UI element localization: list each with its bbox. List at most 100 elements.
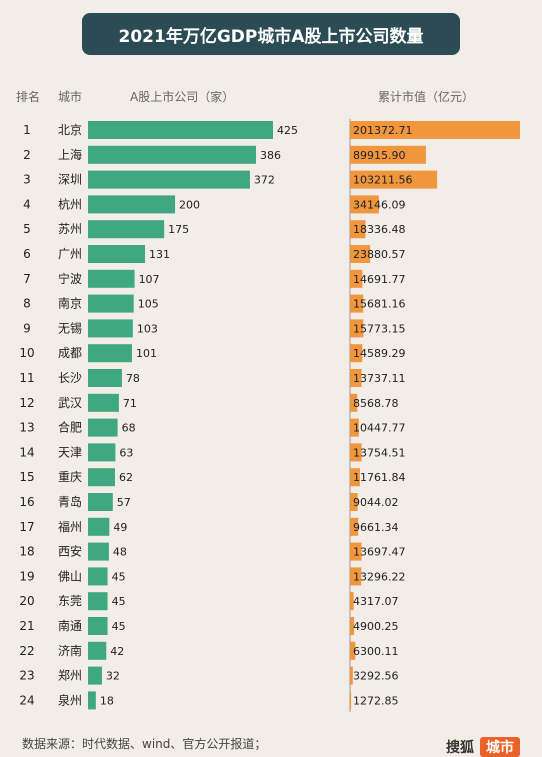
value-bar bbox=[350, 145, 426, 164]
city-label: 深圳 bbox=[58, 173, 82, 187]
value-bar bbox=[350, 369, 362, 387]
count-value-label: 45 bbox=[112, 620, 126, 633]
rank-label: 12 bbox=[19, 396, 34, 410]
logo-text: 搜狐 bbox=[446, 740, 474, 756]
count-bar bbox=[88, 170, 250, 189]
rank-label: 19 bbox=[19, 569, 34, 583]
count-bar bbox=[88, 369, 122, 387]
value-label: 6300.11 bbox=[353, 645, 399, 658]
rank-label: 16 bbox=[19, 495, 34, 509]
value-label: 13737.11 bbox=[353, 372, 406, 385]
count-bar bbox=[88, 666, 102, 685]
header-rank: 排名 bbox=[16, 90, 41, 104]
value-label: 18336.48 bbox=[353, 223, 406, 236]
count-value-label: 62 bbox=[119, 471, 133, 484]
value-bar bbox=[350, 617, 355, 635]
count-value-label: 18 bbox=[100, 694, 114, 707]
value-bar bbox=[350, 592, 354, 611]
city-label: 无锡 bbox=[58, 320, 82, 335]
value-bar bbox=[350, 393, 358, 412]
rank-label: 5 bbox=[23, 222, 31, 236]
city-label: 北京 bbox=[58, 123, 82, 137]
value-bar bbox=[350, 245, 371, 263]
count-value-label: 45 bbox=[112, 570, 126, 583]
count-bar bbox=[88, 691, 96, 710]
count-bar bbox=[88, 418, 118, 437]
value-bar bbox=[350, 195, 379, 214]
city-label: 南京 bbox=[58, 296, 82, 311]
rank-label: 24 bbox=[19, 693, 34, 707]
value-label: 14691.77 bbox=[353, 273, 406, 286]
city-label: 成都 bbox=[58, 346, 82, 360]
rank-label: 1 bbox=[23, 123, 31, 137]
rank-label: 23 bbox=[19, 669, 34, 683]
rank-label: 14 bbox=[19, 445, 34, 459]
rank-label: 15 bbox=[19, 470, 34, 484]
value-bar bbox=[350, 468, 360, 487]
count-bar bbox=[88, 319, 133, 338]
rank-label: 2 bbox=[23, 148, 31, 162]
rank-label: 7 bbox=[23, 272, 31, 286]
value-label: 34146.09 bbox=[353, 198, 406, 211]
count-value-label: 63 bbox=[119, 446, 133, 459]
value-label: 23880.57 bbox=[353, 248, 406, 261]
city-label: 长沙 bbox=[58, 371, 82, 385]
rank-label: 9 bbox=[23, 321, 31, 335]
city-label: 东莞 bbox=[58, 594, 82, 608]
value-bar bbox=[350, 443, 362, 462]
count-bar bbox=[88, 641, 107, 660]
rank-label: 13 bbox=[19, 421, 34, 435]
city-label: 西安 bbox=[58, 544, 82, 559]
value-label: 13697.47 bbox=[353, 546, 406, 559]
count-bar bbox=[88, 245, 146, 263]
rank-label: 18 bbox=[19, 545, 34, 559]
count-bar bbox=[88, 542, 109, 561]
chart-title: 2021年万亿GDP城市A股上市公司数量 bbox=[82, 13, 460, 55]
count-bar bbox=[88, 220, 165, 239]
count-bar bbox=[88, 121, 273, 139]
value-label: 4317.07 bbox=[353, 595, 399, 608]
rank-label: 10 bbox=[19, 346, 34, 360]
count-value-label: 425 bbox=[277, 124, 298, 137]
value-label: 89915.90 bbox=[353, 149, 406, 162]
value-bar bbox=[350, 517, 359, 536]
count-value-label: 78 bbox=[126, 372, 140, 385]
city-label: 上海 bbox=[58, 147, 82, 162]
count-bar bbox=[88, 567, 108, 586]
count-value-label: 105 bbox=[138, 298, 159, 311]
count-value-label: 372 bbox=[254, 174, 275, 187]
city-label: 合肥 bbox=[58, 420, 82, 435]
rank-label: 21 bbox=[19, 619, 34, 633]
value-bar bbox=[350, 319, 364, 338]
count-value-label: 57 bbox=[117, 496, 131, 509]
value-label: 15773.15 bbox=[353, 322, 406, 335]
brand-logo: 搜狐 城市 bbox=[446, 737, 520, 757]
city-label: 重庆 bbox=[58, 470, 82, 484]
header-value: 累计市值（亿元） bbox=[378, 90, 475, 104]
source-note: 数据来源：时代数据、wind、官方公开报道； bbox=[22, 737, 267, 751]
count-value-label: 131 bbox=[149, 248, 170, 261]
count-value-label: 42 bbox=[110, 645, 124, 658]
value-bar bbox=[350, 493, 358, 511]
count-value-label: 68 bbox=[122, 422, 136, 435]
value-bar bbox=[350, 294, 364, 313]
value-label: 201372.71 bbox=[353, 124, 413, 137]
count-bar bbox=[88, 269, 135, 288]
value-label: 10447.77 bbox=[353, 422, 406, 435]
value-label: 1272.85 bbox=[353, 694, 399, 707]
city-label: 杭州 bbox=[58, 196, 82, 211]
count-bar bbox=[88, 145, 257, 164]
value-bar bbox=[350, 691, 352, 710]
rank-label: 6 bbox=[23, 247, 31, 261]
count-bar bbox=[88, 517, 110, 536]
value-bar bbox=[350, 269, 363, 288]
value-bar bbox=[350, 418, 359, 437]
value-label: 9044.02 bbox=[353, 496, 399, 509]
city-label: 宁波 bbox=[58, 271, 82, 286]
value-label: 14589.29 bbox=[353, 347, 406, 360]
city-label: 青岛 bbox=[58, 494, 82, 509]
logo-badge: 城市 bbox=[480, 737, 520, 757]
value-label: 13754.51 bbox=[353, 446, 406, 459]
count-value-label: 175 bbox=[168, 223, 189, 236]
